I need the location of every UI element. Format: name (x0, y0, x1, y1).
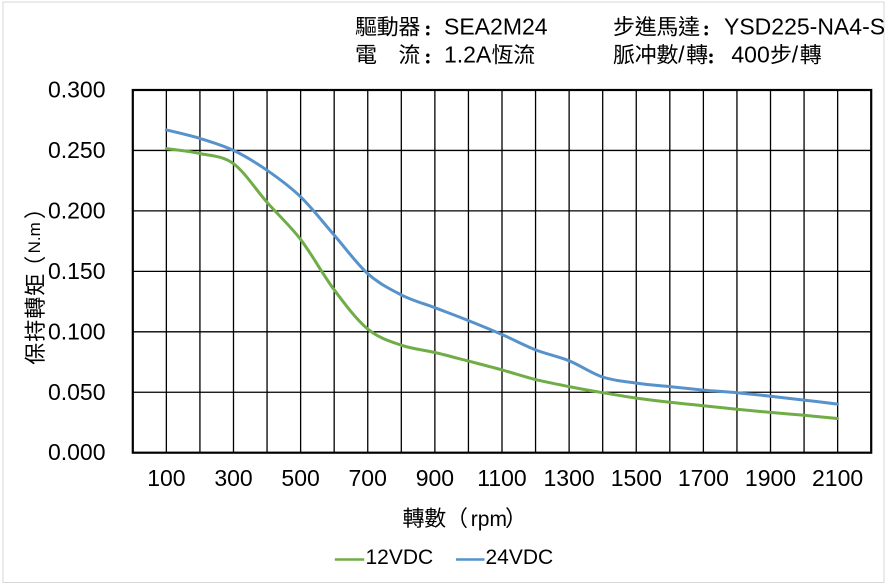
svg-text:1500: 1500 (611, 465, 662, 491)
svg-text:1.2A: 1.2A (444, 42, 492, 68)
svg-text:1100: 1100 (477, 465, 526, 491)
svg-text:1900: 1900 (745, 465, 796, 491)
svg-text:0.150: 0.150 (48, 258, 106, 284)
svg-text:900: 900 (416, 465, 454, 491)
svg-text:1700: 1700 (678, 465, 729, 491)
svg-text:/: / (792, 42, 799, 68)
svg-text:rpm: rpm (471, 508, 507, 531)
svg-text:400: 400 (731, 42, 769, 68)
svg-text:0.050: 0.050 (48, 379, 106, 405)
svg-text:0.300: 0.300 (48, 77, 106, 103)
svg-text:700: 700 (349, 465, 387, 491)
svg-text:SEA2M24: SEA2M24 (444, 14, 548, 40)
svg-text:300: 300 (214, 465, 252, 491)
svg-text:2100: 2100 (812, 465, 863, 491)
svg-text:100: 100 (147, 465, 185, 491)
svg-text:0.100: 0.100 (48, 318, 106, 344)
svg-text:12VDC: 12VDC (366, 546, 434, 569)
svg-text:0.250: 0.250 (48, 137, 106, 163)
svg-text:0.000: 0.000 (48, 439, 106, 465)
svg-text:0.200: 0.200 (48, 197, 106, 223)
svg-text:N.m: N.m (25, 222, 44, 253)
svg-text:/: / (678, 42, 685, 68)
svg-text:24VDC: 24VDC (486, 546, 554, 569)
svg-text:1300: 1300 (544, 465, 595, 491)
svg-text:YSD225-NA4-S: YSD225-NA4-S (724, 14, 885, 40)
svg-text:500: 500 (281, 465, 319, 491)
